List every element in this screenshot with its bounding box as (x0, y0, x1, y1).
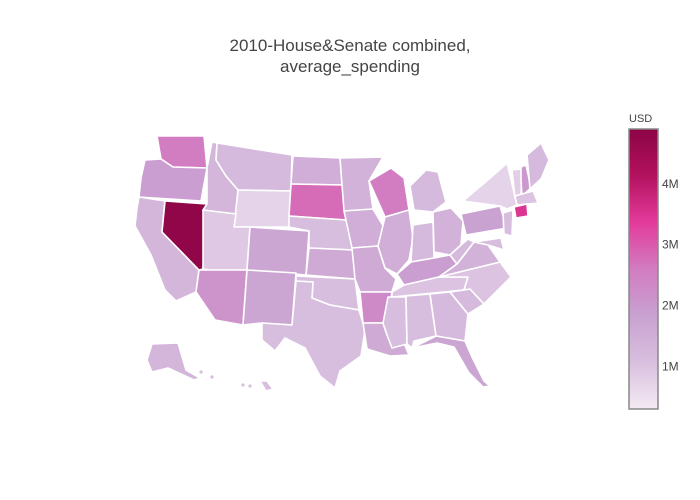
state-massachusetts[interactable] (514, 190, 539, 206)
colorbar-gradient (628, 128, 659, 410)
state-new-mexico[interactable] (242, 269, 297, 326)
colorbar-tick-label: 3M (662, 238, 679, 252)
state-oregon[interactable] (138, 158, 208, 202)
state-wisconsin[interactable] (368, 167, 410, 218)
state-hawaii-islet (241, 383, 245, 387)
state-minnesota[interactable] (339, 156, 384, 212)
state-hawaii[interactable] (259, 380, 274, 392)
chart-title-line-2: average_spending (280, 57, 420, 76)
state-colorado[interactable] (246, 226, 310, 276)
state-maryland[interactable] (473, 237, 505, 251)
state-wyoming[interactable] (233, 189, 292, 228)
state-kansas[interactable] (305, 247, 356, 280)
colorbar-unit-label: USD (629, 113, 652, 125)
state-south-dakota[interactable] (288, 183, 347, 221)
state-west-virginia[interactable] (449, 238, 475, 265)
state-new-york[interactable] (462, 162, 518, 210)
us-map (134, 135, 550, 392)
state-indiana[interactable] (410, 221, 435, 263)
state-north-dakota[interactable] (290, 155, 343, 186)
state-maine[interactable] (526, 142, 550, 190)
state-arizona[interactable] (195, 269, 248, 326)
state-florida[interactable] (411, 335, 491, 388)
state-illinois[interactable] (377, 209, 414, 275)
state-alaska[interactable] (146, 342, 201, 381)
chart-title-line-1: 2010-House&Senate combined, (230, 36, 471, 55)
colorbar: USD 1M 2M 3M 4M (628, 113, 679, 410)
state-connecticut[interactable] (513, 203, 529, 219)
state-north-carolina[interactable] (438, 261, 512, 305)
colorbar-tick-label: 1M (662, 359, 679, 373)
state-hawaii-islet (248, 384, 252, 388)
state-hawaii-islet (199, 370, 203, 374)
state-michigan[interactable] (409, 169, 447, 213)
state-hawaii-islet (210, 375, 214, 379)
state-pennsylvania[interactable] (460, 205, 508, 236)
state-georgia[interactable] (429, 291, 469, 342)
colorbar-tick-label: 4M (662, 177, 679, 191)
state-new-jersey[interactable] (502, 209, 514, 237)
state-texas[interactable] (261, 280, 366, 389)
colorbar-tick-label: 2M (662, 299, 679, 313)
